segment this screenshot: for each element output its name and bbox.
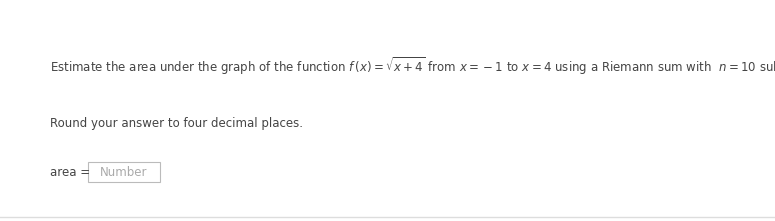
Text: $\mathrm{Estimate\ the\ area\ under\ the\ graph\ of\ the\ function\ }f\,(x) = \s: $\mathrm{Estimate\ the\ area\ under\ the… bbox=[50, 55, 775, 77]
Text: area =: area = bbox=[50, 166, 94, 179]
FancyBboxPatch shape bbox=[88, 162, 160, 182]
Text: Round your answer to four decimal places.: Round your answer to four decimal places… bbox=[50, 117, 303, 130]
Text: Number: Number bbox=[100, 166, 148, 179]
